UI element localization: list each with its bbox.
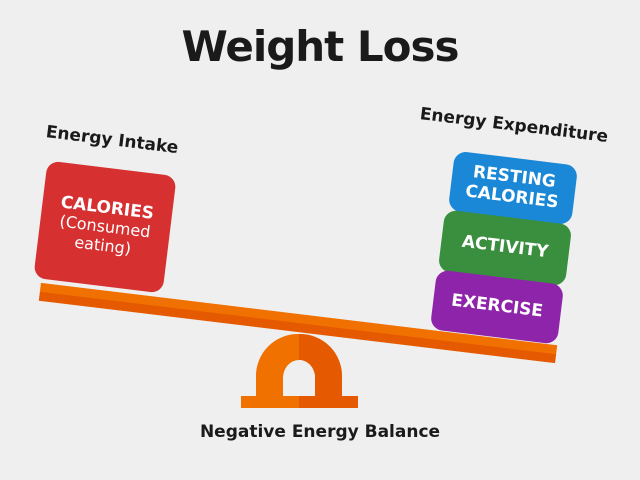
activity-text: ACTIVITY	[460, 231, 550, 263]
energy-expenditure-label: Energy Expenditure	[418, 104, 610, 147]
energy-balance-caption: Negative Energy Balance	[199, 422, 441, 442]
page-title: Weight Loss	[181, 22, 460, 71]
resting-calories-text: RESTING CALORIES	[464, 162, 560, 213]
fulcrum	[241, 333, 358, 408]
calories-block: CALORIES (Consumed eating)	[33, 160, 177, 294]
exercise-text: EXERCISE	[450, 290, 545, 322]
energy-intake-label: Energy Intake	[44, 122, 180, 159]
